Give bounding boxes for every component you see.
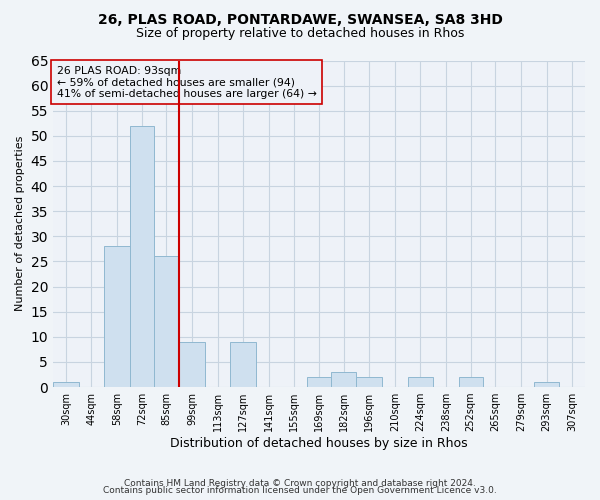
Bar <box>534 382 559 387</box>
X-axis label: Distribution of detached houses by size in Rhos: Distribution of detached houses by size … <box>170 437 468 450</box>
Bar <box>307 377 331 387</box>
Text: Contains public sector information licensed under the Open Government Licence v3: Contains public sector information licen… <box>103 486 497 495</box>
Bar <box>154 256 179 387</box>
Bar <box>53 382 79 387</box>
Bar <box>459 377 482 387</box>
Bar <box>331 372 356 387</box>
Bar <box>407 377 433 387</box>
Bar <box>179 342 205 387</box>
Text: Size of property relative to detached houses in Rhos: Size of property relative to detached ho… <box>136 28 464 40</box>
Bar <box>356 377 382 387</box>
Bar <box>230 342 256 387</box>
Y-axis label: Number of detached properties: Number of detached properties <box>15 136 25 312</box>
Bar <box>104 246 130 387</box>
Text: Contains HM Land Registry data © Crown copyright and database right 2024.: Contains HM Land Registry data © Crown c… <box>124 478 476 488</box>
Text: 26 PLAS ROAD: 93sqm
← 59% of detached houses are smaller (94)
41% of semi-detach: 26 PLAS ROAD: 93sqm ← 59% of detached ho… <box>56 66 317 98</box>
Text: 26, PLAS ROAD, PONTARDAWE, SWANSEA, SA8 3HD: 26, PLAS ROAD, PONTARDAWE, SWANSEA, SA8 … <box>98 12 502 26</box>
Bar <box>130 126 154 387</box>
